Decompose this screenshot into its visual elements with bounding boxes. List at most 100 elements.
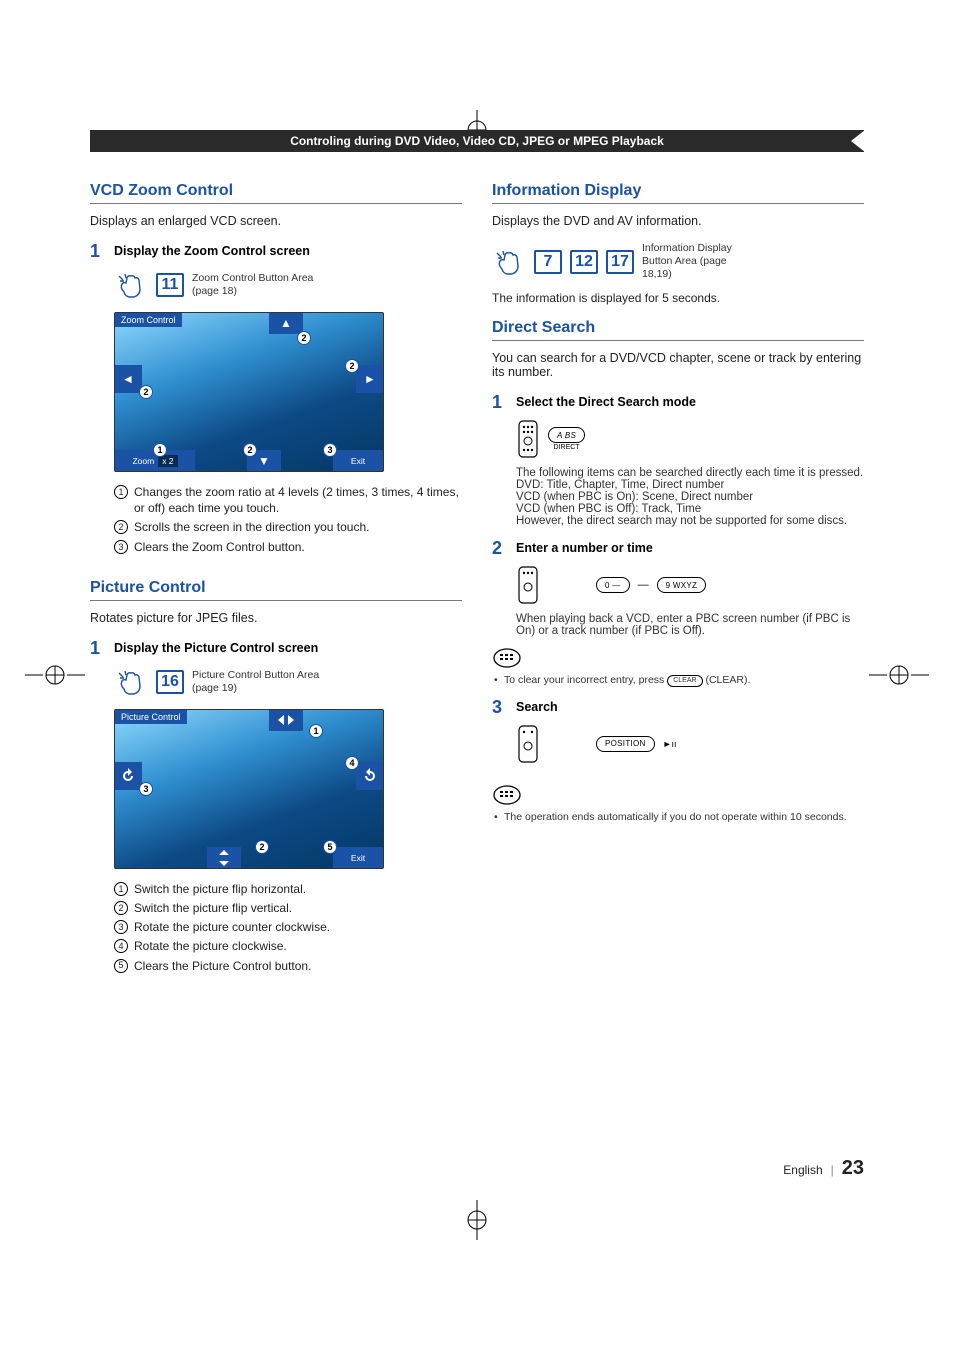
enum-num: 1 [114, 882, 128, 896]
remote-button-label: DIRECT [554, 444, 580, 451]
callout-2: 2 [243, 443, 257, 457]
enum-num: 3 [114, 540, 128, 554]
touch-caption: Information Display Button Area (page 18… [642, 242, 752, 281]
step-number: 2 [492, 539, 508, 557]
screen-title: Picture Control [115, 710, 187, 724]
clear-button-icon: CLEAR [667, 675, 702, 687]
touch-hand-icon [114, 665, 148, 699]
footer-language: English [783, 1163, 822, 1177]
screen-flip-v-button[interactable] [207, 847, 241, 869]
callout-4: 4 [345, 756, 359, 770]
picture-control-intro: Rotates picture for JPEG files. [90, 611, 462, 625]
enum-text: Changes the zoom ratio at 4 levels (2 ti… [134, 484, 462, 516]
note-icon [492, 647, 864, 669]
remote-control-icon [516, 565, 540, 605]
remote-control-icon [516, 724, 540, 764]
footer-page-number: 23 [842, 1157, 864, 1180]
zoom-label: Zoom [132, 456, 154, 466]
remote-button-9[interactable]: 9 WXYZ [657, 577, 707, 593]
enum-text: Rotate the picture counter clockwise. [134, 919, 330, 935]
enum-num: 2 [114, 901, 128, 915]
crop-mark-left [25, 655, 85, 695]
button-area-badge: 7 [534, 250, 562, 274]
button-area-badge: 17 [606, 250, 634, 274]
step-title: Enter a number or time [516, 539, 653, 557]
section-header-bar: Controling during DVD Video, Video CD, J… [90, 130, 864, 152]
picture-control-screenshot: Picture Control 1 3 4 [114, 709, 384, 869]
screen-rotate-cw-button[interactable] [356, 762, 384, 790]
up-arrow-icon: ▲ [280, 316, 292, 330]
section-header-text: Controling during DVD Video, Video CD, J… [290, 134, 664, 148]
step-number: 1 [90, 242, 106, 260]
vcd-zoom-title: VCD Zoom Control [90, 182, 462, 204]
body-text: The following items can be searched dire… [516, 467, 864, 479]
crop-mark-right [869, 655, 929, 695]
vcd-zoom-intro: Displays an enlarged VCD screen. [90, 214, 462, 228]
flip-vertical-icon [217, 849, 231, 867]
zoom-control-screenshot: Zoom Control ▲ 2 ◄ 2 ► 2 Zoom x 2 ▼ Exit… [114, 312, 384, 472]
step-title: Display the Picture Control screen [114, 639, 318, 657]
step-title: Select the Direct Search mode [516, 393, 696, 411]
enum-num: 5 [114, 959, 128, 973]
body-text: VCD (when PBC is On): Scene, Direct numb… [516, 491, 864, 503]
enum-text: Switch the picture flip vertical. [134, 900, 292, 916]
body-text: VCD (when PBC is Off): Track, Time [516, 503, 864, 515]
note-item: The operation ends automatically if you … [494, 810, 864, 824]
info-display-intro: Displays the DVD and AV information. [492, 214, 864, 228]
callout-2: 2 [297, 331, 311, 345]
screen-exit-button[interactable]: Exit [333, 847, 383, 869]
callout-1: 1 [309, 724, 323, 738]
remote-button-0[interactable]: 0 — [596, 577, 630, 593]
screen-rotate-ccw-button[interactable] [114, 762, 142, 790]
remote-control-icon [516, 419, 540, 459]
screen-title: Zoom Control [115, 313, 182, 327]
callout-1: 1 [153, 443, 167, 457]
body-text: When playing back a VCD, enter a PBC scr… [516, 613, 864, 637]
screen-exit-button[interactable]: Exit [333, 450, 383, 472]
enum-num: 1 [114, 485, 128, 499]
rotate-cw-icon [361, 767, 379, 785]
enum-num: 4 [114, 939, 128, 953]
enum-text: Clears the Picture Control button. [134, 958, 311, 974]
remote-button-position[interactable]: POSITION [596, 736, 655, 752]
picture-control-title: Picture Control [90, 579, 462, 601]
step-title: Display the Zoom Control screen [114, 242, 310, 260]
remote-button-abs[interactable]: A BS [548, 427, 585, 443]
footer-divider: | [831, 1163, 834, 1177]
touch-hand-icon [492, 245, 526, 279]
crop-mark-bottom [457, 1200, 497, 1240]
enum-text: Switch the picture flip horizontal. [134, 881, 306, 897]
callout-2: 2 [345, 359, 359, 373]
separator: — [638, 579, 649, 591]
note-text-post: (CLEAR). [703, 674, 751, 686]
direct-search-intro: You can search for a DVD/VCD chapter, sc… [492, 351, 864, 379]
step-number: 3 [492, 698, 508, 716]
play-pause-icon: ►ıı [663, 739, 677, 749]
enum-text: Scrolls the screen in the direction you … [134, 519, 369, 535]
step-number: 1 [492, 393, 508, 411]
button-area-badge: 16 [156, 670, 184, 694]
callout-5: 5 [323, 840, 337, 854]
button-area-badge: 12 [570, 250, 598, 274]
callout-2: 2 [139, 385, 153, 399]
enum-num: 3 [114, 920, 128, 934]
callout-3: 3 [323, 443, 337, 457]
callout-2: 2 [255, 840, 269, 854]
note-icon [492, 784, 864, 806]
touch-hand-icon [114, 268, 148, 302]
note-item: To clear your incorrect entry, press CLE… [494, 673, 864, 687]
info-display-title: Information Display [492, 182, 864, 204]
screen-left-button[interactable]: ◄ [114, 365, 142, 393]
step-number: 1 [90, 639, 106, 657]
touch-caption: Zoom Control Button Area (page 18) [192, 272, 332, 298]
button-area-badge: 11 [156, 273, 184, 297]
screen-up-button[interactable]: ▲ [269, 312, 303, 334]
touch-caption: Picture Control Button Area (page 19) [192, 669, 332, 695]
down-arrow-icon: ▼ [258, 454, 270, 468]
flip-horizontal-icon [276, 713, 296, 727]
note-text-pre: To clear your incorrect entry, press [504, 674, 667, 686]
rotate-ccw-icon [119, 767, 137, 785]
step-title: Search [516, 698, 558, 716]
screen-right-button[interactable]: ► [356, 365, 384, 393]
screen-flip-h-button[interactable] [269, 709, 303, 731]
